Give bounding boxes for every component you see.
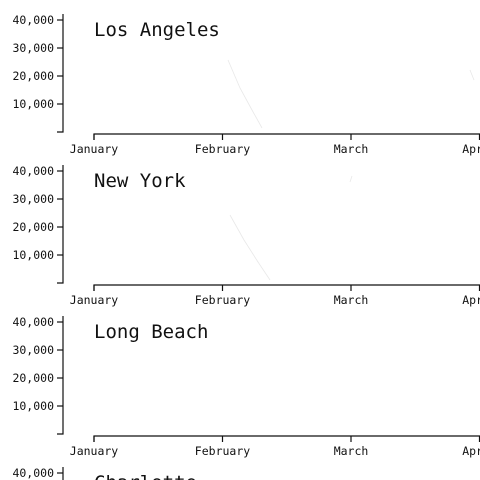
faint-trace-1 xyxy=(230,215,270,280)
x-tick-label: April xyxy=(462,293,480,307)
panel-1: 10,000 20,000 30,000 40,000 January February M… xyxy=(12,164,480,307)
faint-trace-2 xyxy=(350,176,352,182)
panel-0: 10,000 20,000 30,000 40,000 January February M… xyxy=(12,13,480,156)
panel-title: Long Beach xyxy=(94,321,208,343)
x-tick-label: February xyxy=(195,444,250,458)
panel-2: 10,000 20,000 30,000 40,000 January February M… xyxy=(12,315,480,458)
y-tick-label: 30,000 xyxy=(12,343,54,357)
panel-3: 10,00020,00030,00040,000JanuaryFebruaryM… xyxy=(12,466,480,480)
faint-trace-3 xyxy=(470,70,474,80)
x-tick-label: January xyxy=(70,444,119,458)
y-tick-label: 10,000 xyxy=(12,97,54,111)
y-tick-label: 40,000 xyxy=(12,315,54,329)
y-tick-label: 40,000 xyxy=(12,164,54,178)
y-tick-label: 30,000 xyxy=(12,192,54,206)
x-tick-label: February xyxy=(195,293,250,307)
faint-trace-0 xyxy=(228,60,262,128)
y-axis-line xyxy=(57,316,63,434)
panel-title: Los Angeles xyxy=(94,19,220,41)
x-tick-label: February xyxy=(195,142,250,156)
x-axis-line xyxy=(94,285,480,291)
y-axis-line xyxy=(57,14,63,132)
x-tick-label: January xyxy=(70,293,119,307)
y-tick-label: 10,000 xyxy=(12,399,54,413)
y-axis-line xyxy=(57,165,63,283)
x-axis-line xyxy=(94,436,480,442)
panel-title: Charlotte xyxy=(94,472,197,480)
y-tick-label: 40,000 xyxy=(12,466,54,480)
y-tick-label: 20,000 xyxy=(12,69,54,83)
x-tick-label: April xyxy=(462,142,480,156)
x-tick-label: April xyxy=(462,444,480,458)
x-tick-label: March xyxy=(334,444,369,458)
x-tick-label: March xyxy=(334,293,369,307)
x-axis-line xyxy=(94,134,480,140)
y-tick-label: 20,000 xyxy=(12,220,54,234)
x-tick-label: March xyxy=(334,142,369,156)
x-tick-label: January xyxy=(70,142,119,156)
panel-title: New York xyxy=(94,170,186,192)
y-tick-label: 20,000 xyxy=(12,371,54,385)
y-tick-label: 30,000 xyxy=(12,41,54,55)
y-tick-label: 40,000 xyxy=(12,13,54,27)
y-tick-label: 10,000 xyxy=(12,248,54,262)
